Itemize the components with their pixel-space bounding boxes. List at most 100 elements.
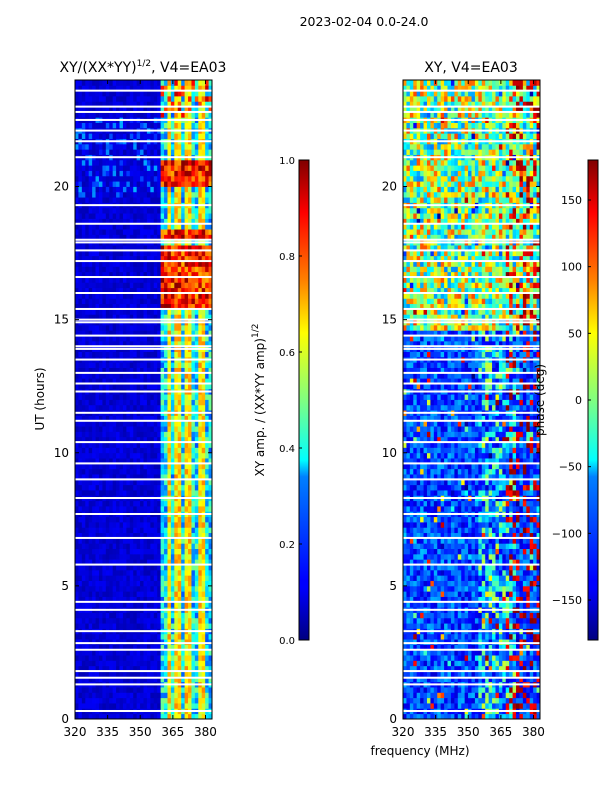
- heatmap-cell: [102, 623, 107, 629]
- heatmap-cell: [133, 229, 138, 235]
- heatmap-cell: [136, 490, 141, 496]
- heatmap-cell: [205, 442, 209, 448]
- heatmap-cell: [160, 655, 165, 661]
- heatmap-cell: [75, 85, 79, 92]
- heatmap-cell: [167, 261, 172, 267]
- heatmap-cell: [81, 213, 86, 219]
- heatmap-cell: [75, 314, 79, 321]
- heatmap-cell: [81, 404, 86, 411]
- heatmap-cell: [208, 452, 213, 459]
- heatmap-cell: [157, 655, 162, 661]
- heatmap-cell: [191, 559, 196, 565]
- heatmap-cell: [164, 548, 168, 555]
- heatmap-cell: [88, 277, 93, 283]
- heatmap-cell: [146, 335, 151, 342]
- heatmap-cell: [85, 415, 90, 422]
- heatmap-cell: [95, 660, 100, 667]
- heatmap-cell: [109, 324, 114, 331]
- heatmap-cell: [191, 660, 196, 667]
- heatmap-cell: [201, 463, 206, 470]
- heatmap-cell: [78, 266, 83, 273]
- heatmap-cell: [81, 362, 86, 368]
- heatmap-cell: [184, 181, 189, 187]
- heatmap-cell: [98, 271, 103, 278]
- heatmap-cell: [95, 287, 100, 294]
- heatmap-cell: [205, 223, 209, 230]
- heatmap-cell: [95, 186, 100, 193]
- heatmap-cell: [116, 277, 120, 283]
- heatmap-cell: [160, 713, 165, 720]
- heatmap-cell: [174, 340, 179, 347]
- heatmap-cell: [188, 399, 192, 406]
- heatmap-cell: [98, 548, 103, 555]
- heatmap-cell: [191, 149, 196, 155]
- heatmap-cell: [174, 367, 179, 374]
- heatmap-cell: [146, 420, 151, 427]
- heatmap-cell: [201, 521, 206, 528]
- heatmap-cell: [177, 665, 182, 672]
- heatmap-cell: [150, 585, 155, 592]
- flagged-gap-line: [75, 419, 212, 422]
- heatmap-cell: [105, 261, 110, 267]
- heatmap-cell: [81, 591, 86, 597]
- heatmap-cell: [164, 447, 168, 454]
- heatmap-cell: [164, 165, 168, 171]
- heatmap-cell: [129, 207, 134, 214]
- heatmap-cell: [160, 521, 165, 528]
- heatmap-cell: [116, 527, 120, 534]
- heatmap-cell: [205, 649, 209, 656]
- heatmap-cell: [201, 591, 206, 597]
- heatmap-cell: [105, 213, 110, 219]
- heatmap-cell: [88, 95, 93, 102]
- heatmap-cell: [105, 463, 110, 470]
- heatmap-cell: [133, 351, 138, 358]
- heatmap-cell: [95, 335, 100, 342]
- heatmap-cell: [112, 308, 117, 315]
- heatmap-cell: [188, 250, 192, 257]
- heatmap-cell: [170, 687, 175, 693]
- heatmap-cell: [112, 85, 117, 92]
- heatmap-cell: [146, 548, 151, 555]
- heatmap-cell: [160, 463, 165, 470]
- heatmap-cell: [85, 213, 90, 219]
- heatmap-cell: [198, 687, 203, 693]
- heatmap-cell: [205, 133, 209, 139]
- heatmap-cell: [140, 484, 144, 491]
- heatmap-cell: [201, 223, 206, 230]
- heatmap-cell: [191, 122, 196, 129]
- heatmap-cell: [95, 207, 100, 214]
- heatmap-cell: [191, 404, 196, 411]
- heatmap-cell: [119, 623, 124, 629]
- heatmap-cell: [194, 521, 199, 528]
- heatmap-cell: [208, 596, 213, 603]
- heatmap-cell: [146, 617, 151, 624]
- heatmap-cell: [194, 308, 199, 315]
- heatmap-cell: [181, 101, 185, 108]
- heatmap-cell: [164, 223, 168, 230]
- heatmap-cell: [112, 575, 117, 581]
- heatmap-cell: [188, 671, 192, 677]
- heatmap-cell: [153, 474, 158, 480]
- heatmap-cell: [78, 95, 83, 102]
- heatmap-cell: [167, 585, 172, 592]
- heatmap-cell: [105, 543, 110, 549]
- heatmap-cell: [112, 468, 117, 475]
- heatmap-cell: [136, 596, 141, 603]
- heatmap-cell: [129, 234, 134, 241]
- heatmap-cell: [116, 436, 120, 443]
- heatmap-cell: [109, 213, 114, 219]
- heatmap-cell: [92, 527, 96, 534]
- heatmap-cell: [92, 394, 96, 400]
- heatmap-cell: [150, 612, 155, 619]
- heatmap-cell: [201, 165, 206, 171]
- heatmap-cell: [146, 479, 151, 486]
- heatmap-cell: [102, 261, 107, 267]
- heatmap-cell: [126, 207, 131, 214]
- heatmap-cell: [136, 143, 141, 150]
- heatmap-cell: [208, 713, 213, 720]
- heatmap-cell: [112, 665, 117, 672]
- heatmap-cell: [174, 633, 179, 640]
- heatmap-cell: [205, 90, 209, 97]
- heatmap-cell: [157, 665, 162, 672]
- heatmap-cell: [160, 639, 165, 645]
